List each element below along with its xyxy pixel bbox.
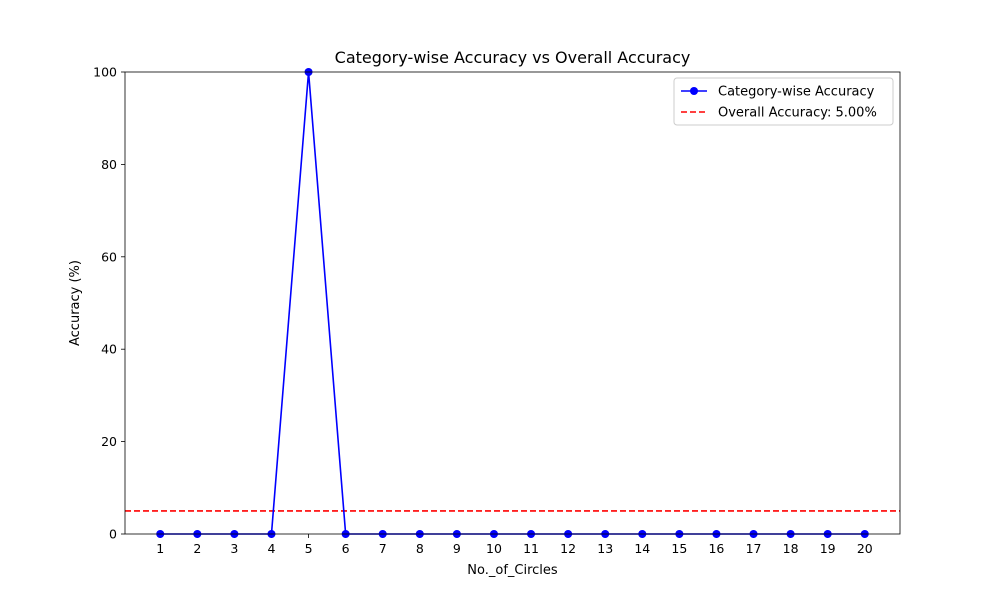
y-axis-label: Accuracy (%) bbox=[68, 260, 83, 346]
x-tick-label: 9 bbox=[453, 541, 461, 556]
y-tick-label: 60 bbox=[101, 249, 117, 264]
x-tick-label: 1 bbox=[156, 541, 164, 556]
x-tick-label: 4 bbox=[267, 541, 275, 556]
x-tick-label: 20 bbox=[857, 541, 873, 556]
plot-frame bbox=[124, 71, 901, 535]
x-tick-label: 12 bbox=[560, 541, 576, 556]
x-tick-label: 6 bbox=[342, 541, 350, 556]
legend-marker-category bbox=[690, 87, 698, 95]
x-tick-label: 3 bbox=[230, 541, 238, 556]
y-tick-label: 40 bbox=[101, 342, 117, 357]
x-tick-label: 5 bbox=[305, 541, 313, 556]
chart-title: Category-wise Accuracy vs Overall Accura… bbox=[335, 48, 691, 67]
x-tick-label: 19 bbox=[820, 541, 836, 556]
x-tick-label: 7 bbox=[379, 541, 387, 556]
x-tick-label: 10 bbox=[486, 541, 502, 556]
series-line bbox=[160, 71, 865, 535]
x-tick-label: 15 bbox=[671, 541, 687, 556]
x-tick-label: 2 bbox=[193, 541, 201, 556]
x-tick-label: 8 bbox=[416, 541, 424, 556]
x-tick-label: 11 bbox=[523, 541, 539, 556]
x-tick-label: 14 bbox=[634, 541, 650, 556]
plot-area: 1 2 3 4 5 6 7 8 9 10 11 12 13 14 15 16 17 18 19 20020406080… bbox=[93, 65, 901, 556]
y-tick-label: 20 bbox=[101, 434, 117, 449]
x-tick-label: 17 bbox=[746, 541, 762, 556]
x-axis-label: No._of_Circles bbox=[467, 563, 558, 578]
legend-label-overall: Overall Accuracy: 5.00% bbox=[718, 106, 877, 121]
y-tick-label: 100 bbox=[93, 65, 117, 80]
x-tick-label: 16 bbox=[708, 541, 724, 556]
x-tick-label: 18 bbox=[783, 541, 799, 556]
y-tick-label: 0 bbox=[109, 527, 117, 542]
x-tick-label: 13 bbox=[597, 541, 613, 556]
legend-frame bbox=[673, 77, 894, 126]
legend: Category-wise Accuracy Overall Accuracy:… bbox=[673, 77, 894, 126]
legend-label-category: Category-wise Accuracy bbox=[718, 85, 875, 100]
y-tick-label: 80 bbox=[101, 157, 117, 172]
